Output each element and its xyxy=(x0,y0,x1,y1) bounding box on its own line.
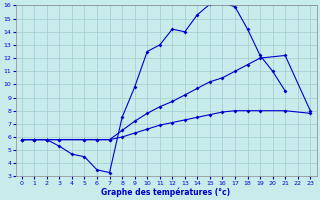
X-axis label: Graphe des températures (°c): Graphe des températures (°c) xyxy=(101,187,231,197)
